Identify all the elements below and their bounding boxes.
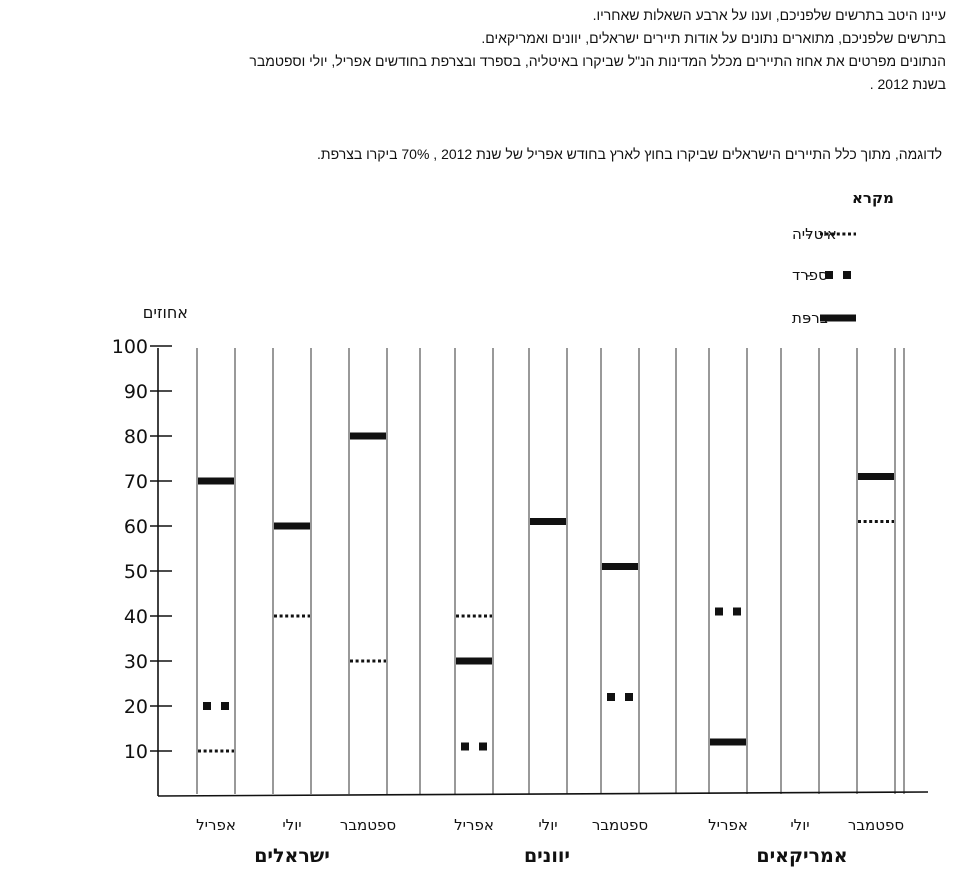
group-label: יוונים [524,845,570,867]
legend-dash: - [805,309,810,327]
data-mark-france [710,738,746,746]
intro-line-3: הנתונים מפרטים את אחוז התיירים מכלל המדי… [249,53,946,69]
legend-swatch-spain [825,271,833,279]
y-axis-label: אחוזים [143,303,188,322]
y-tick-label: 60 [124,516,148,538]
y-tick-label: 10 [124,741,148,763]
intro-line-4: בשנת 2012 . [869,76,946,92]
x-tick-label: אפריל [454,816,494,834]
group-label: אמריקאים [756,845,847,867]
data-mark-france [456,657,492,665]
intro-line-2: בתרשים שלפניכם, מתוארים נתונים על אודות … [481,30,946,46]
legend-label-italy: איטליה [792,225,837,243]
x-tick-label: אפריל [196,816,236,834]
legend-title: מקרא [852,189,894,207]
data-mark-france [274,522,310,530]
data-mark-spain [221,702,229,710]
x-tick-label: אפריל [708,816,748,834]
data-mark-spain [607,693,615,701]
group-label: ישראלים [254,845,330,867]
legend-swatch-spain [843,271,851,279]
x-tick-label: יולי [538,816,557,834]
intro-text: עיינו היטב בתרשים שלפניכם, וענו על ארבע … [16,4,946,96]
intro-line-1: עיינו היטב בתרשים שלפניכם, וענו על ארבע … [592,7,946,23]
legend-label-spain: ספרד [792,266,828,284]
x-tick-label: ספטמבר [340,816,396,834]
legend-label-france: צרפת [792,309,829,327]
x-tick-label: ספטמבר [592,816,648,834]
data-mark-france [350,432,386,440]
x-axis-line [157,791,929,797]
data-mark-france [530,518,566,525]
example-text: לדוגמה, מתוך כלל התיירים הישראלים שביקרו… [317,146,942,162]
data-mark-france [858,473,894,480]
y-tick-label: 40 [124,606,148,628]
x-tick-label: ספטמבר [848,816,904,834]
y-tick-label: 80 [124,426,148,448]
data-mark-france [198,477,234,485]
x-tick-label: יולי [282,816,301,834]
data-mark-spain [625,693,633,701]
x-tick-label: יולי [790,816,809,834]
legend-dash: - [805,225,810,243]
data-mark-spain [203,702,211,710]
legend-dash: - [805,266,810,284]
data-mark-spain [715,607,723,616]
y-tick-label: 20 [124,696,148,718]
y-tick-label: 30 [124,651,148,673]
y-tick-label: 90 [124,381,148,403]
data-mark-spain [733,607,741,616]
data-mark-spain [461,742,469,751]
y-tick-label: 100 [112,336,148,358]
y-tick-label: 50 [124,561,148,583]
legend-swatch-france [820,314,856,322]
y-tick-label: 70 [124,471,148,493]
data-mark-france [602,563,638,570]
data-mark-spain [479,742,487,751]
